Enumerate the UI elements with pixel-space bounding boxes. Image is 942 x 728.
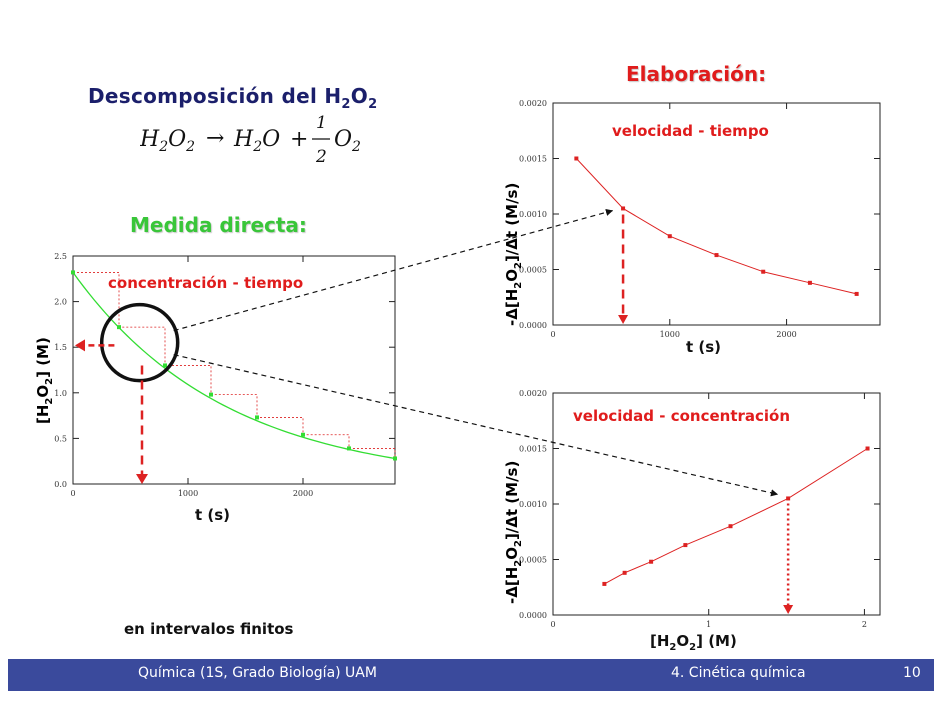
- x-tick-label: 0: [70, 489, 75, 498]
- y-tick-label: 2.5: [54, 252, 67, 261]
- x-tick-label: 1000: [660, 330, 680, 339]
- chart-concentration-time: 0 1000 2000 0.0 0.5 1.0 1.5 2.0 2.5 concentració…: [34, 252, 397, 524]
- chart-title: velocidad - concentración: [573, 407, 790, 425]
- connector-to-rate-concentration: [173, 354, 779, 497]
- highlight-circle: [99, 302, 180, 383]
- arrow-head-down: [783, 605, 794, 614]
- svg-text:H2O2: H2O2: [140, 127, 195, 155]
- connector-to-rate-time: [173, 208, 614, 332]
- data-point: [209, 392, 213, 397]
- y-tick-label: 0.0015: [519, 445, 547, 454]
- y-tick-label: 0.0000: [519, 321, 547, 330]
- y-axis-label: -Δ[H2O2]/Δt (M/s): [503, 461, 524, 604]
- fraction-numerator: 1: [316, 113, 327, 133]
- plot-frame: [72, 255, 396, 485]
- heading-elaboracion: Elaboración:: [626, 62, 767, 86]
- data-point: [865, 446, 870, 451]
- chart-title: concentración - tiempo: [108, 274, 303, 292]
- reaction-arrow: →: [206, 126, 224, 151]
- svg-text:O2: O2: [334, 127, 361, 155]
- x-tick-label: 2: [862, 620, 867, 629]
- svg-text:H2O: H2O: [233, 127, 280, 155]
- x-tick-label: 0: [550, 620, 555, 629]
- data-point: [301, 432, 305, 437]
- x-axis-label: t (s): [686, 338, 721, 356]
- footer-course: Química (1S, Grado Biología) UAM: [138, 665, 377, 681]
- y-tick-label: 0.0010: [519, 500, 547, 509]
- data-point: [117, 325, 121, 330]
- y-tick-label: 1.0: [54, 389, 67, 398]
- data-point: [854, 291, 859, 296]
- data-point: [255, 415, 259, 420]
- data-point: [71, 270, 75, 275]
- y-axis-label: [H2O2] (M): [34, 337, 55, 424]
- reaction-equation: H2O2 → H2O + 1 2 O2: [140, 113, 361, 167]
- data-point: [347, 446, 351, 451]
- y-tick-label: 0.0020: [519, 99, 547, 108]
- arrow-head-down: [618, 315, 629, 324]
- x-axis-label: t (s): [195, 506, 230, 524]
- data-point: [393, 456, 397, 461]
- y-tick-label: 0.0005: [519, 556, 547, 565]
- y-tick-label: 0.0005: [519, 266, 547, 275]
- data-point: [602, 581, 607, 586]
- chart-title: velocidad - tiempo: [612, 122, 769, 140]
- data-point: [761, 269, 766, 274]
- footer-topic: 4. Cinética química: [671, 665, 806, 681]
- footer-page-number: 10: [903, 665, 921, 681]
- step-approximation: [73, 272, 396, 459]
- y-tick-label: 2.0: [54, 298, 67, 307]
- y-tick-label: 0.0015: [519, 155, 547, 164]
- heading-medida-directa: Medida directa:: [130, 213, 307, 237]
- chart-rate-concentration: 0 1 2 0.0000 0.0005 0.0010 0.0015 0.0020 veloci…: [503, 389, 881, 653]
- footer-bar: [8, 659, 934, 691]
- data-point: [574, 156, 579, 161]
- data-point: [714, 253, 719, 258]
- x-tick-label: 0: [550, 330, 555, 339]
- data-point: [649, 559, 654, 564]
- x-axis-label: [H2O2] (M): [650, 632, 737, 653]
- y-tick-label: 0.0020: [519, 389, 547, 398]
- svg-text:+: +: [290, 127, 308, 152]
- x-tick-label: 2000: [293, 489, 313, 498]
- data-point: [728, 524, 733, 529]
- data-point: [667, 234, 672, 239]
- data-point: [621, 206, 626, 211]
- data-point: [622, 570, 627, 575]
- arrow-head-left: [75, 339, 85, 352]
- y-axis-label: -Δ[H2O2]/Δt (M/s): [503, 183, 524, 326]
- x-tick-label: 2000: [776, 330, 796, 339]
- page-title: Descomposición del H2O2: [88, 84, 378, 112]
- y-tick-label: 0.0000: [519, 611, 547, 620]
- y-tick-label: 0.0010: [519, 210, 547, 219]
- chart-rate-time: 0 1000 20000.00000.00050.00100.00150.0020 …: [503, 99, 881, 356]
- series-curve: [72, 272, 396, 460]
- arrow-head-down: [136, 474, 148, 484]
- y-tick-label: 1.5: [54, 343, 67, 352]
- y-tick-label: 0.0: [54, 480, 67, 489]
- data-point: [163, 363, 167, 368]
- data-point: [786, 496, 791, 501]
- x-tick-label: 1000: [178, 489, 198, 498]
- data-point: [807, 280, 812, 285]
- fraction-denominator: 2: [315, 147, 327, 167]
- data-point: [683, 543, 688, 548]
- x-tick-label: 1: [706, 620, 711, 629]
- footnote-finite-intervals: en intervalos finitos: [124, 620, 294, 638]
- y-tick-label: 0.5: [54, 434, 67, 443]
